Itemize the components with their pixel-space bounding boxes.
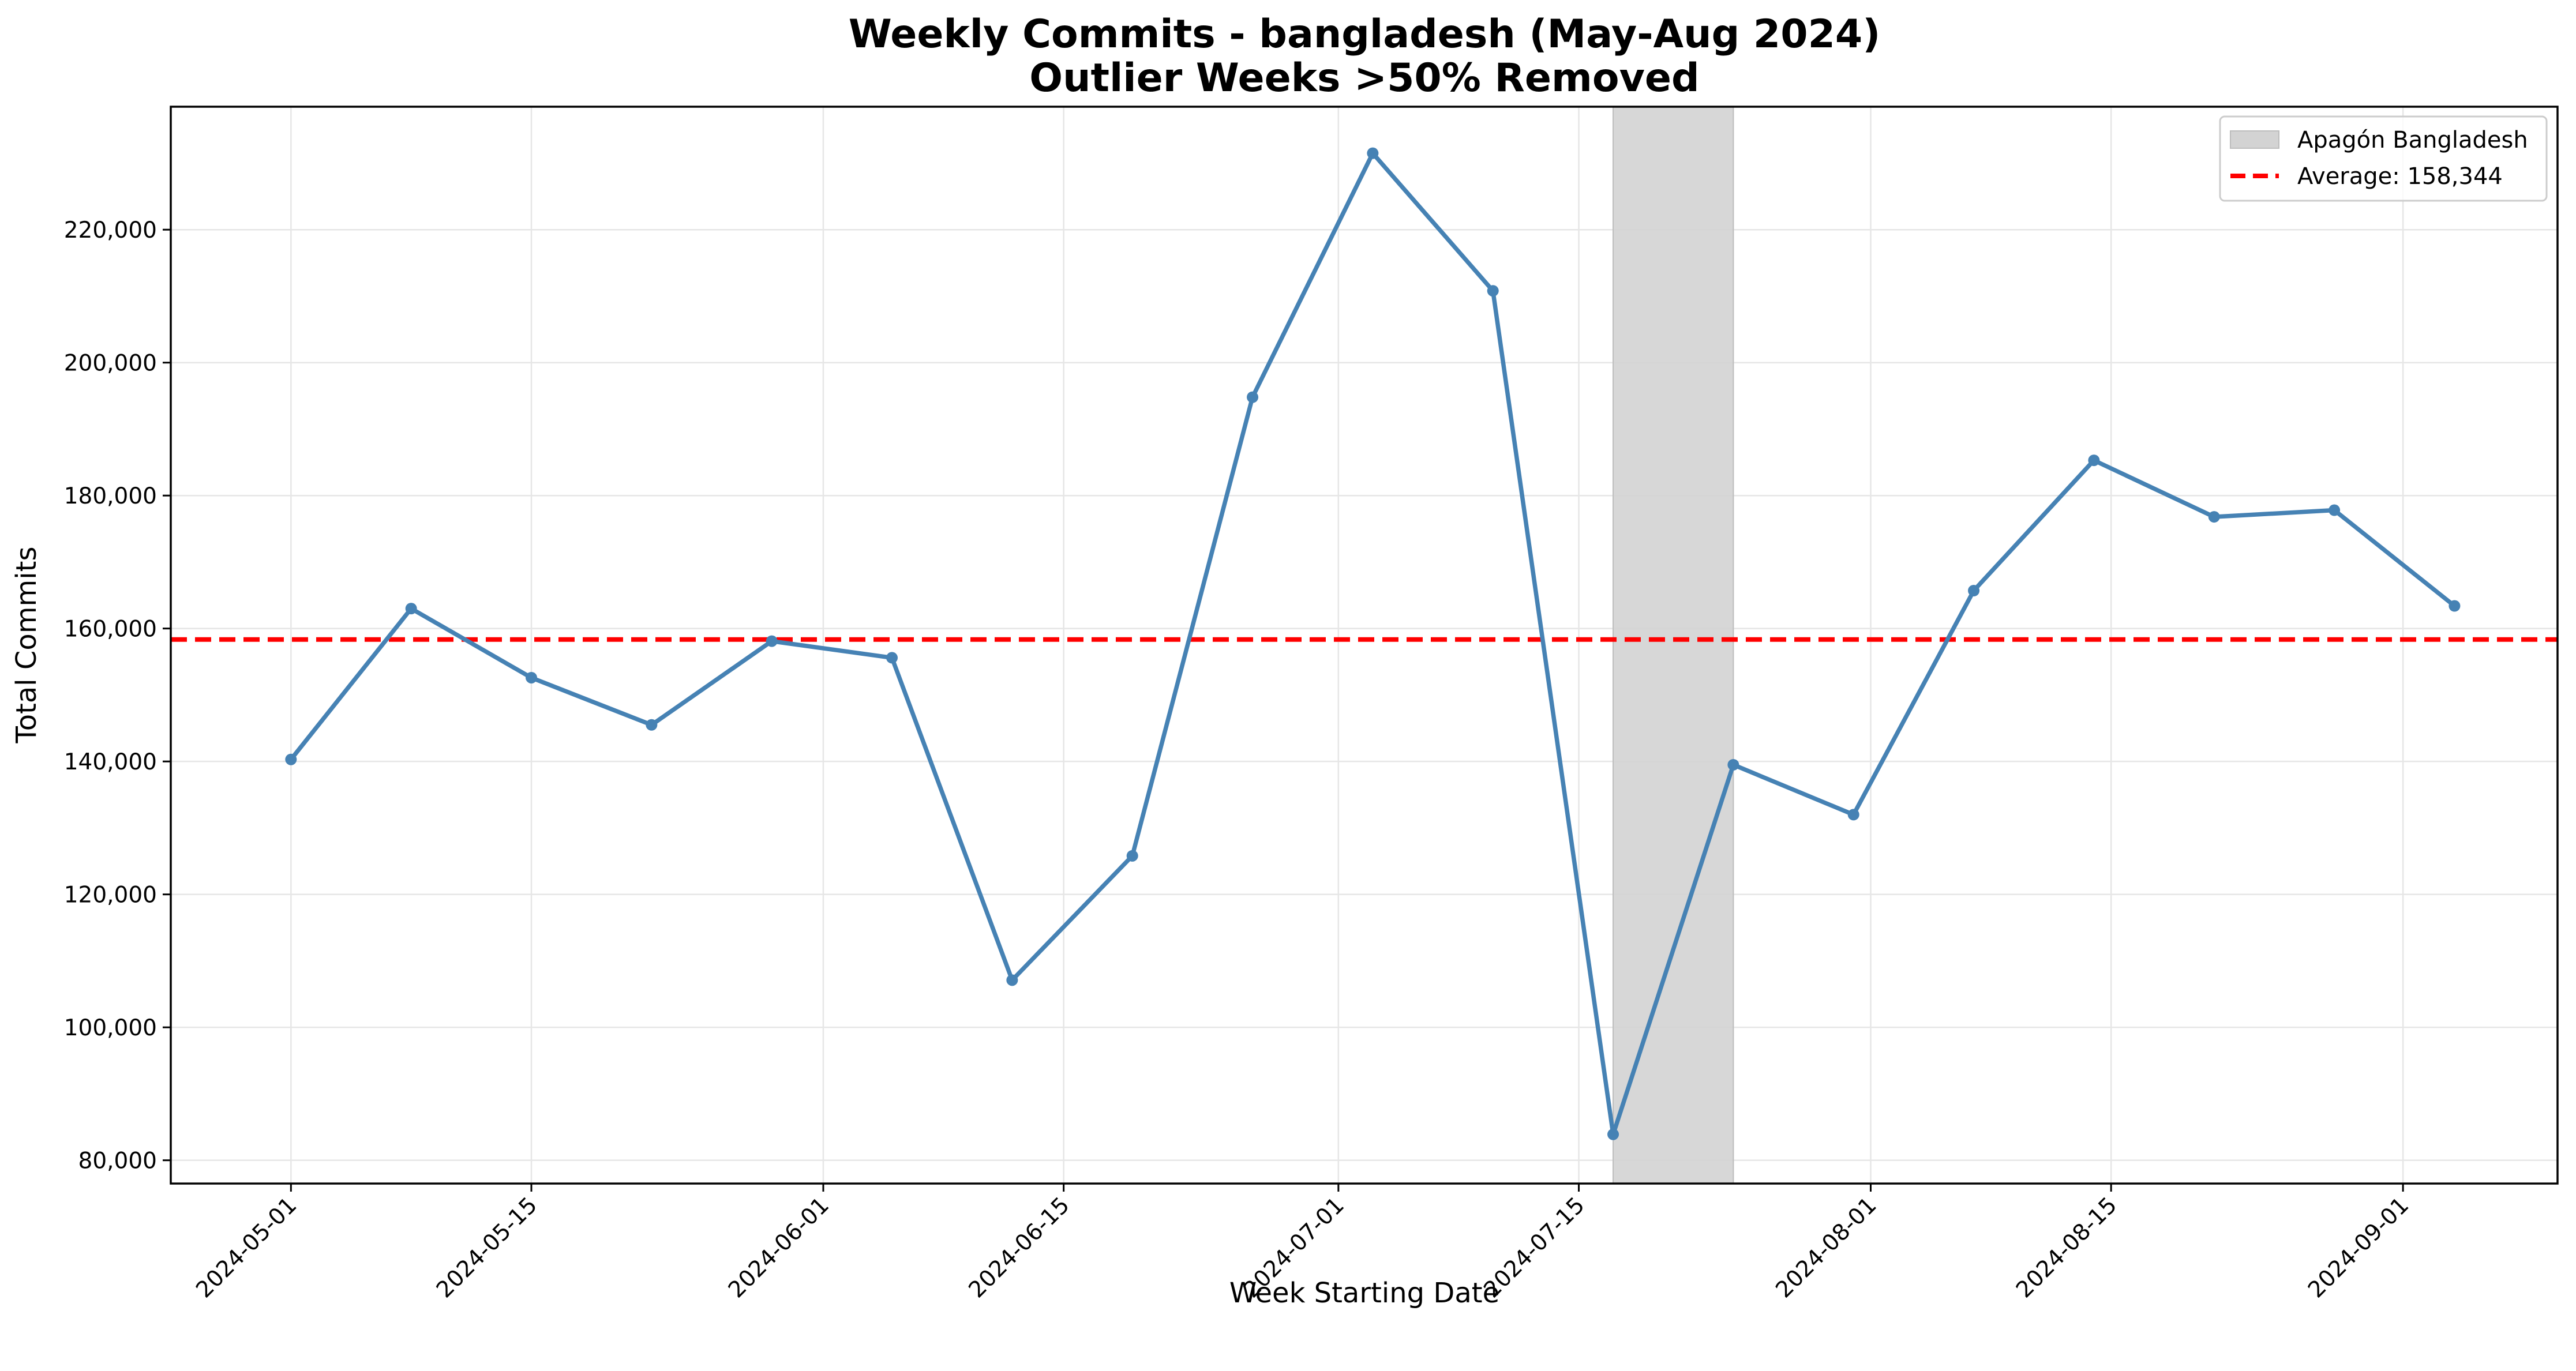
y-tick-label: 200,000	[64, 351, 157, 377]
legend: Apagón Bangladesh Average: 158,344	[2219, 115, 2548, 202]
y-axis: 80,000 100,000 120,000 140,000 160,000 180,00…	[64, 217, 171, 1174]
shaded-region-layer	[1613, 106, 1734, 1184]
data-point	[2328, 504, 2341, 516]
data-point	[766, 635, 778, 647]
x-axis-label: Week Starting Date	[1229, 1277, 1499, 1309]
shaded-region	[1613, 106, 1734, 1184]
series-layer	[285, 147, 2461, 1140]
data-point	[1126, 850, 1138, 862]
data-point	[886, 652, 898, 664]
legend-label-shaded-region: Apagón Bangladesh	[2297, 127, 2528, 153]
data-point	[646, 719, 658, 731]
data-point	[1487, 285, 1499, 297]
data-point	[2088, 455, 2100, 467]
y-tick-label: 160,000	[64, 617, 157, 643]
plot-frame	[170, 106, 2559, 1185]
y-tick-label: 80,000	[78, 1148, 157, 1174]
data-point	[526, 671, 538, 683]
chart-subtitle: Outlier Weeks >50% Removed	[1029, 55, 1699, 101]
data-point	[1847, 809, 1859, 821]
data-point	[1607, 1128, 1619, 1140]
y-tick-label: 220,000	[64, 217, 157, 243]
data-point	[2448, 600, 2461, 612]
y-tick-label: 100,000	[64, 1015, 157, 1041]
y-tick-label: 120,000	[64, 882, 157, 908]
legend-box	[2219, 115, 2548, 202]
data-point	[1006, 974, 1018, 986]
chart-title: Weekly Commits - bangladesh (May-Aug 202…	[849, 12, 1881, 57]
data-point	[1367, 147, 1379, 159]
data-point	[1727, 758, 1739, 771]
legend-label-average: Average: 158,344	[2297, 163, 2503, 190]
y-axis-label: Total Commits	[10, 547, 43, 744]
data-point	[1968, 584, 1980, 596]
data-point	[1247, 391, 1259, 403]
grid-lines	[171, 107, 2558, 1184]
y-tick-label: 180,000	[64, 483, 157, 509]
data-point	[2208, 511, 2220, 523]
data-point	[285, 753, 297, 765]
y-tick-label: 140,000	[64, 749, 157, 775]
legend-swatch-shaded-region	[2230, 130, 2279, 149]
data-point	[405, 603, 417, 615]
